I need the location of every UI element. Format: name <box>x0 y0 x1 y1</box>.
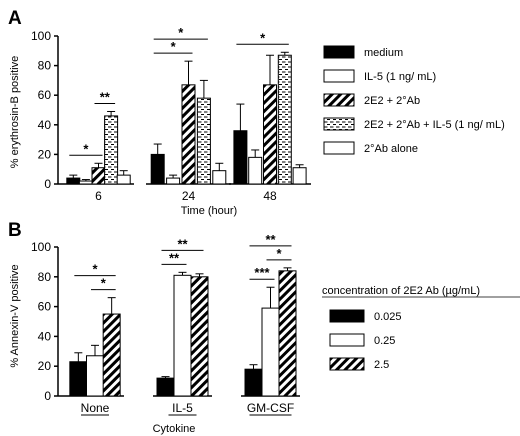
panel-a-significance-mark: * <box>260 30 266 45</box>
panel-a-bar <box>212 170 227 185</box>
panel-a-legend-swatch <box>323 141 355 155</box>
panel-b-xlabel: Cytokine <box>153 423 196 435</box>
panel-a-category-label: 48 <box>263 189 277 203</box>
panel-b-legend-label: 0.25 <box>374 335 395 347</box>
panel-a-bar <box>181 84 196 185</box>
panel-a-ytick-label: 60 <box>38 88 52 102</box>
panel-a-bar <box>116 174 131 185</box>
panel-a-legend-label: IL-5 (1 ng/ mL) <box>364 71 436 83</box>
panel-b-ytick-label: 60 <box>38 300 52 314</box>
panel-b-legend: concentration of 2E2 Ab (µg/mL) 0.025 0.25… <box>322 285 520 371</box>
panel-a-bar <box>91 167 106 185</box>
panel-b-legend-title: concentration of 2E2 Ab (µg/mL) <box>322 285 480 297</box>
panel-b-bar <box>190 276 209 397</box>
panel-b-category-label: None <box>81 401 110 415</box>
panel-b-ylabel: % Annexin-V positive <box>9 264 21 367</box>
panel-a-bar <box>166 177 181 185</box>
panel-b-significance-mark: * <box>101 276 107 291</box>
panel-a-ytick-label: 80 <box>38 59 52 73</box>
panel-b-ytick-label: 20 <box>38 359 52 373</box>
panel-b-bar <box>69 361 88 397</box>
panel-a-ytick-label: 100 <box>31 29 51 43</box>
panel-b-ytick-label: 40 <box>38 329 52 343</box>
panel-b-bar <box>86 355 104 397</box>
panel-b-significance-mark: ** <box>177 236 188 251</box>
panel-a-legend-label: 2E2 + 2°Ab <box>364 95 420 107</box>
panel-b-category-label: GM-CSF <box>247 401 294 415</box>
panel-b-legend-swatch <box>329 357 365 371</box>
panel-a-xlabel: Time (hour) <box>181 205 237 217</box>
panel-a-legend: medium IL-5 (1 ng/ mL) 2E2 + 2°Ab 2E2 + 2°A… <box>323 45 505 155</box>
panel-b: B % Annexin-V positive Cytokine 0 20 40 60 8… <box>8 220 520 435</box>
panel-a-legend-label: 2°Ab alone <box>364 143 418 155</box>
panel-a-bar <box>248 156 263 185</box>
panel-a-bar <box>104 115 119 185</box>
panel-b-bar <box>278 270 297 397</box>
panel-b-significance-mark: * <box>92 262 98 277</box>
panel-a-legend-label: medium <box>364 47 403 59</box>
panel-b-legend-label: 0.025 <box>374 311 402 323</box>
panel-a-significance-mark: * <box>171 39 177 54</box>
panel-a-letter: A <box>8 8 22 29</box>
panel-a-bar <box>78 180 93 185</box>
panel-a-legend-swatch <box>323 117 355 131</box>
panel-b-significance-mark: ** <box>169 250 180 265</box>
panel-b-category-label: IL-5 <box>172 401 193 415</box>
panel-a-legend-swatch <box>323 93 355 107</box>
panel-a-category-label: 24 <box>182 189 196 203</box>
panel-a-bar <box>150 153 165 185</box>
panel-b-letter: B <box>8 220 22 241</box>
panel-a-ytick-label: 40 <box>38 118 52 132</box>
panel-a-bar <box>233 130 248 185</box>
panel-b-bar <box>156 377 175 397</box>
panel-a: A % erythrosin-B positive Time (hour) 0 2… <box>8 8 505 217</box>
panel-a-ylabel: % erythrosin-B positive <box>9 56 21 169</box>
panel-b-legend-label: 2.5 <box>374 359 389 371</box>
panel-b-bar <box>244 368 263 397</box>
panel-b-significance-mark: ** <box>265 232 276 247</box>
panel-a-bar <box>196 97 211 185</box>
panel-b-legend-swatch <box>329 333 365 347</box>
panel-b-bar <box>173 274 192 397</box>
panel-b-ytick-label: 0 <box>44 389 51 403</box>
panel-b-bar <box>102 313 121 397</box>
panel-a-significance-mark: * <box>178 25 184 40</box>
panel-a-ytick-label: 20 <box>38 147 52 161</box>
panel-a-bar <box>277 54 292 185</box>
panel-b-ytick-label: 100 <box>31 240 51 254</box>
panel-b-significance-mark: *** <box>254 265 270 280</box>
panel-a-bar <box>292 167 307 185</box>
panel-a-significance-mark: ** <box>100 89 111 104</box>
panel-a-ytick-label: 0 <box>44 177 51 191</box>
panel-a-significance-mark: * <box>83 141 89 156</box>
panel-b-bar <box>261 307 280 397</box>
panel-a-legend-swatch <box>323 69 355 83</box>
panel-a-bar <box>263 84 277 185</box>
panel-a-legend-swatch <box>323 45 355 59</box>
panel-a-legend-label: 2E2 + 2°Ab + IL-5 (1 ng/ mL) <box>364 119 505 131</box>
panel-a-bar <box>66 177 81 185</box>
panel-a-category-label: 6 <box>95 189 102 203</box>
panel-b-ytick-label: 80 <box>38 270 52 284</box>
panel-b-significance-mark: * <box>276 246 282 261</box>
panel-b-legend-swatch <box>329 309 365 323</box>
